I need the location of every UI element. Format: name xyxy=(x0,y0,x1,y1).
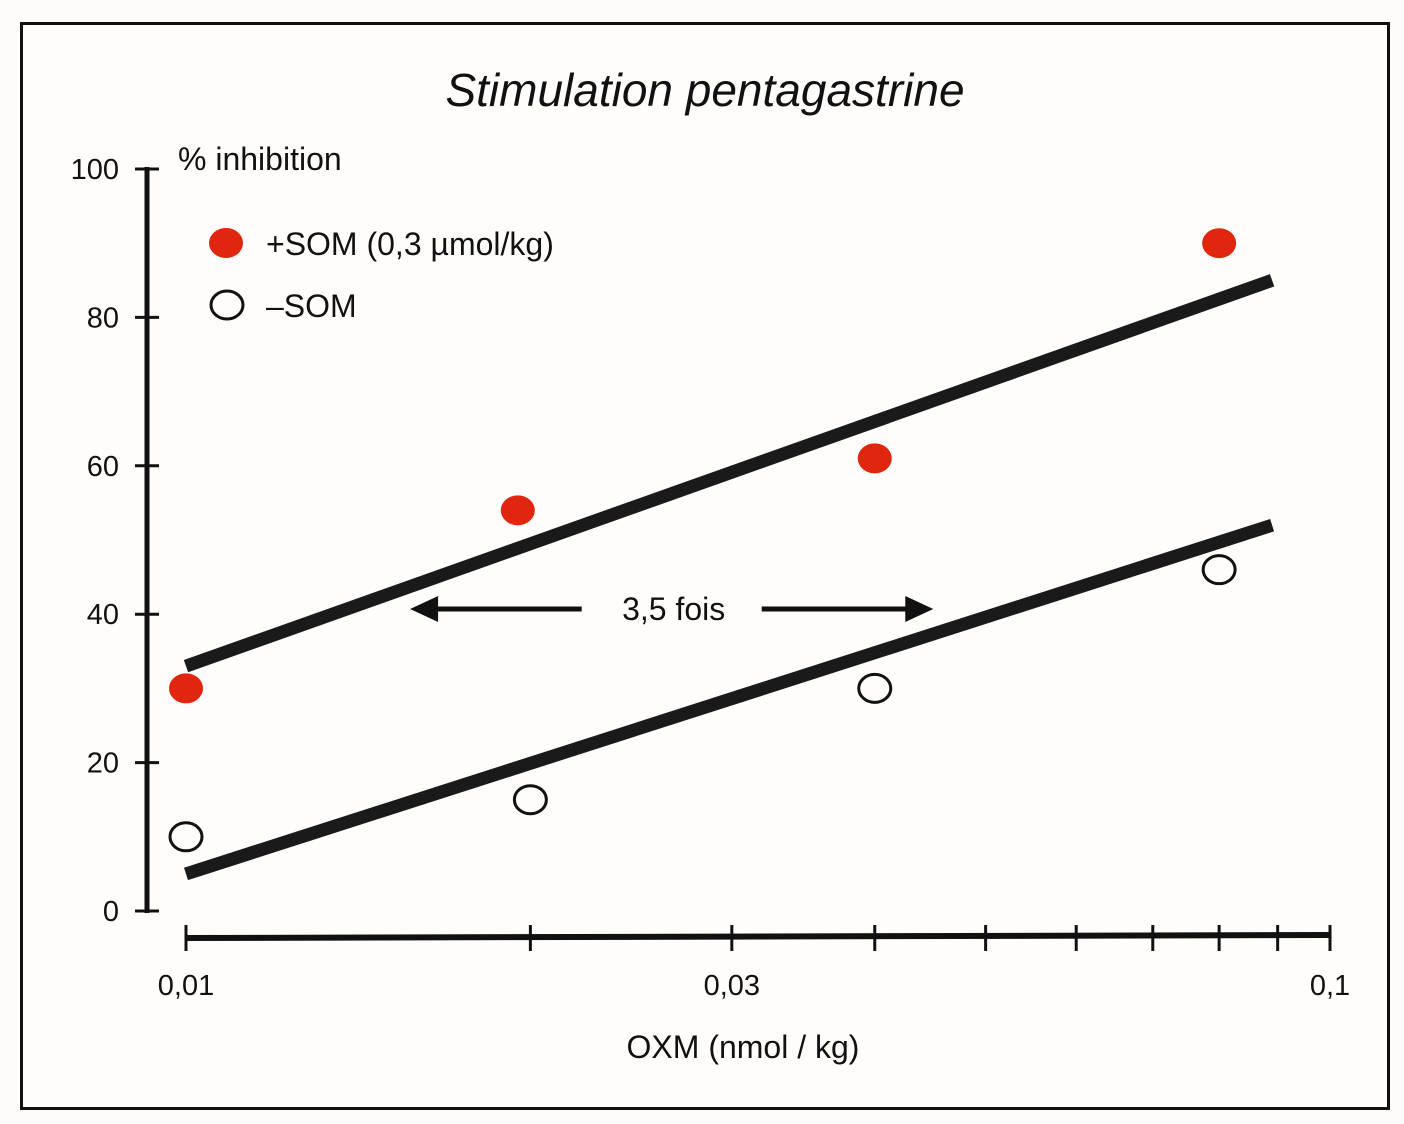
data-point-som-plus xyxy=(1202,228,1237,259)
y-tick-label: 0 xyxy=(103,896,119,928)
legend-marker-som-plus xyxy=(209,228,243,258)
data-point-som-minus xyxy=(1201,554,1237,586)
legend: +SOM (0,3 µmol/kg) –SOM xyxy=(209,226,554,324)
arrow-right-head-icon xyxy=(905,596,934,622)
chart-title: Stimulation pentagastrine xyxy=(445,64,964,116)
y-axis: 0 20 40 60 80 100 xyxy=(71,154,159,928)
y-tick-label: 80 xyxy=(87,302,119,334)
x-axis-line xyxy=(185,932,1331,941)
data-point-som-minus xyxy=(857,672,893,704)
data-points xyxy=(168,228,1237,853)
y-tick-label: 40 xyxy=(87,599,119,631)
x-tick-label: 0,1 xyxy=(1310,970,1350,1002)
annotation-label: 3,5 fois xyxy=(622,591,725,627)
data-point-som-plus xyxy=(169,673,203,704)
x-tick-label: 0,03 xyxy=(704,970,760,1002)
x-axis: 0,01 0,03 0,1 xyxy=(158,925,1350,1002)
x-axis-label: OXM (nmol / kg) xyxy=(627,1029,860,1065)
data-point-som-plus xyxy=(500,495,535,526)
legend-label-som-plus: +SOM (0,3 µmol/kg) xyxy=(266,226,554,262)
legend-label-som-minus: –SOM xyxy=(266,288,357,324)
y-tick-label: 100 xyxy=(71,154,119,186)
y-tick-label: 60 xyxy=(87,451,119,483)
fit-line-som-plus xyxy=(183,274,1275,673)
data-point-som-minus xyxy=(512,784,548,816)
y-axis-label: % inhibition xyxy=(178,141,342,177)
legend-marker-som-minus xyxy=(209,289,245,321)
y-tick-label: 20 xyxy=(87,748,119,780)
fit-line-som-minus xyxy=(184,518,1275,881)
data-point-som-minus xyxy=(168,821,204,853)
annotation: 3,5 fois xyxy=(410,591,934,627)
arrow-left-head-icon xyxy=(410,596,439,622)
data-point-som-plus xyxy=(857,443,892,474)
x-tick-label: 0,01 xyxy=(158,970,214,1002)
fit-lines xyxy=(183,274,1275,881)
